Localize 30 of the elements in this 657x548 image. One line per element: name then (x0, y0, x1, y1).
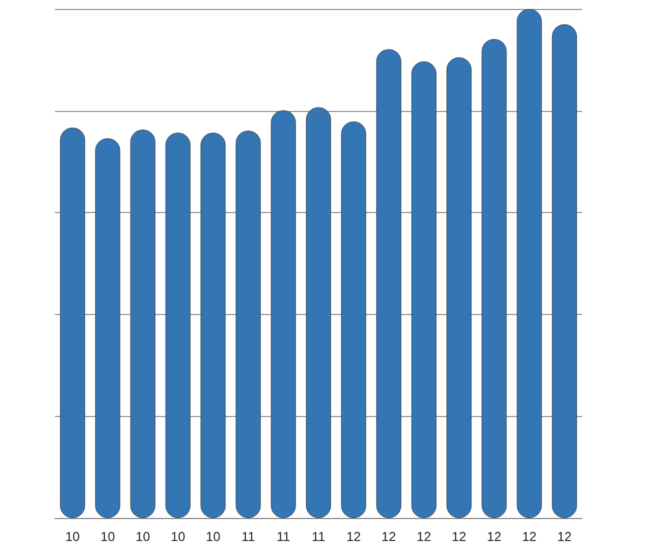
bar (552, 24, 577, 518)
bar (516, 9, 542, 518)
bar (482, 39, 507, 518)
x-tick-label: 12 (486, 529, 502, 544)
x-tick-label: 12 (346, 529, 361, 544)
x-tick-label: 12 (557, 529, 572, 544)
bar (236, 130, 261, 518)
bar (341, 121, 366, 518)
bar (411, 61, 436, 518)
bar (376, 49, 402, 518)
bar (95, 138, 120, 518)
bar (130, 130, 156, 518)
bar (200, 132, 226, 518)
x-tick-label: 11 (312, 529, 326, 544)
x-tick-label: 11 (276, 529, 290, 544)
bar (446, 57, 472, 518)
x-tick-label: 12 (522, 529, 537, 544)
x-tick-label: 10 (100, 529, 115, 544)
bar (165, 132, 190, 518)
x-tick-label: 12 (416, 529, 432, 544)
x-tick-label: 10 (136, 529, 150, 544)
x-tick-label: 12 (382, 529, 396, 544)
bar (270, 110, 296, 518)
x-tick-label: 11 (241, 529, 255, 544)
x-tick-label: 10 (206, 529, 220, 544)
x-tick-label: 12 (452, 529, 466, 544)
x-tick-label: 10 (170, 529, 186, 544)
x-tick-label: 10 (65, 529, 80, 544)
bar (60, 128, 86, 518)
bar (306, 107, 331, 518)
